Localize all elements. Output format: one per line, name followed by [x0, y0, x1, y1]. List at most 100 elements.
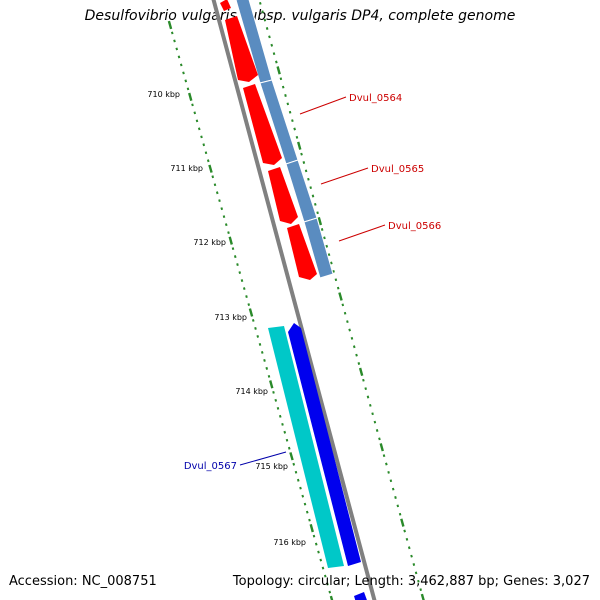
minor-tick — [355, 353, 358, 357]
minor-tick — [202, 143, 206, 147]
minor-tick — [327, 253, 331, 257]
tick-label: 716 kbp — [273, 538, 306, 547]
minor-tick — [311, 194, 315, 198]
minor-tick — [275, 60, 278, 64]
cds-arrow[interactable] — [243, 84, 282, 165]
minor-tick — [417, 579, 420, 583]
cds-arrow[interactable] — [225, 16, 258, 82]
minor-tick — [389, 479, 393, 483]
minor-tick — [314, 202, 317, 206]
minor-tick — [403, 529, 406, 533]
minor-tick — [220, 207, 224, 211]
minor-tick — [260, 351, 264, 354]
minor-tick — [369, 403, 372, 407]
minor-tick — [175, 47, 179, 51]
minor-tick — [281, 422, 284, 426]
minor-tick — [238, 271, 242, 274]
tick-label: 710 kbp — [147, 90, 180, 99]
minor-tick — [281, 85, 285, 89]
forward-gene-track — [235, 0, 334, 279]
major-tick — [317, 216, 323, 226]
reverse-gene-block[interactable] — [268, 326, 344, 568]
minor-tick — [222, 215, 226, 219]
cds-arrow[interactable] — [220, 0, 231, 11]
minor-tick — [227, 231, 230, 235]
minor-tick — [391, 487, 395, 491]
minor-tick — [394, 496, 397, 499]
minor-tick — [373, 420, 377, 424]
minor-tick — [323, 236, 326, 240]
tick-label: 715 kbp — [255, 462, 288, 471]
tick-label: 713 kbp — [214, 313, 247, 322]
minor-tick — [276, 406, 280, 410]
map-title: Desulfovibrio vulgaris subsp. vulgaris D… — [84, 8, 516, 24]
tick-label: 712 kbp — [193, 238, 226, 247]
minor-tick — [320, 228, 324, 231]
minor-tick — [245, 295, 248, 298]
reverse-cds-arrow[interactable] — [288, 323, 361, 566]
minor-tick — [211, 175, 215, 179]
minor-tick — [265, 366, 269, 370]
minor-tick — [186, 87, 190, 91]
gene-label-dvul-0565[interactable]: Dvul_0565 — [371, 164, 424, 175]
cds-arrow[interactable] — [268, 167, 298, 224]
major-tick — [188, 92, 193, 102]
major-tick — [276, 66, 281, 75]
minor-tick — [254, 327, 257, 330]
minor-tick — [287, 446, 291, 450]
minor-tick — [419, 588, 422, 592]
minor-tick — [296, 478, 300, 482]
minor-tick — [323, 574, 327, 578]
minor-tick — [292, 462, 296, 466]
minor-tick — [412, 563, 416, 566]
minor-tick — [184, 79, 188, 83]
major-tick — [358, 367, 364, 377]
minor-tick — [382, 454, 386, 458]
gene-label-dvul-0564[interactable]: Dvul_0564 — [349, 93, 402, 104]
minor-tick — [341, 303, 345, 307]
forward-cds-track — [220, 0, 317, 280]
major-tick — [269, 380, 274, 389]
minor-tick — [343, 311, 347, 315]
cds-arrow[interactable] — [287, 224, 317, 280]
minor-tick — [302, 161, 306, 164]
gene-label-dvul-0567[interactable]: Dvul_0567 — [184, 461, 237, 472]
minor-tick — [218, 199, 221, 203]
gene-label-dvul-0566[interactable]: Dvul_0566 — [388, 221, 441, 232]
tick-labels: 710 kbp 711 kbp 712 kbp 713 kbp 714 kbp … — [147, 90, 306, 547]
minor-tick — [283, 430, 287, 434]
minor-tick — [319, 558, 323, 562]
minor-tick — [357, 362, 361, 365]
minor-tick — [330, 261, 333, 265]
minor-tick — [334, 278, 338, 282]
minor-tick — [193, 111, 197, 115]
minor-tick — [346, 320, 349, 324]
minor-tick — [348, 328, 351, 332]
minor-tick — [300, 152, 303, 156]
minor-tick — [350, 336, 354, 340]
minor-tick — [233, 255, 237, 259]
tick-label: 711 kbp — [170, 164, 203, 173]
minor-tick — [279, 77, 283, 81]
genome-summary: Topology: circular; Length: 3,462,887 bp… — [232, 574, 590, 589]
minor-tick — [305, 510, 309, 514]
minor-tick — [177, 55, 181, 59]
minor-tick — [215, 191, 219, 195]
major-tick — [400, 518, 405, 527]
minor-tick-track — [167, 1, 425, 600]
minor-tick — [366, 395, 370, 399]
minor-tick — [371, 412, 374, 416]
minor-tick — [270, 43, 274, 47]
minor-tick — [251, 319, 255, 322]
backbone-line — [211, 0, 377, 600]
minor-tick — [259, 1, 262, 5]
minor-tick — [286, 102, 290, 106]
reverse-cds-arrow[interactable] — [354, 592, 368, 600]
minor-tick — [325, 244, 329, 248]
minor-tick — [299, 486, 302, 490]
minor-tick — [326, 582, 329, 586]
major-tick — [228, 236, 233, 245]
minor-tick — [407, 546, 411, 550]
gene-block[interactable] — [303, 217, 334, 279]
